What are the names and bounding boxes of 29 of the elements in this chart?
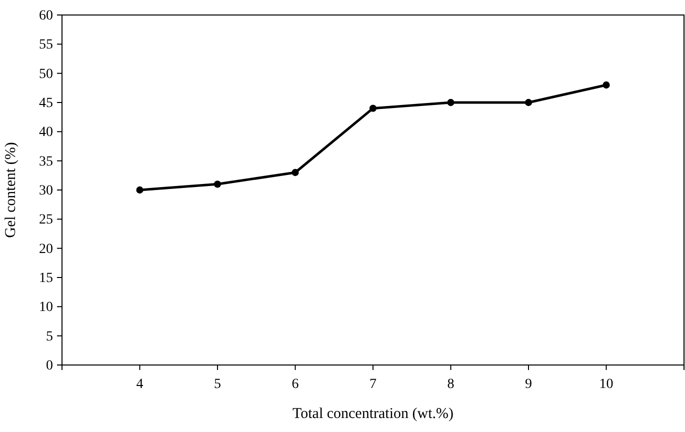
y-tick-label: 25	[39, 212, 53, 228]
x-tick-label: 8	[447, 376, 454, 392]
y-tick-label: 5	[46, 329, 53, 344]
point	[524, 98, 532, 106]
x-tick-label: 10	[599, 376, 614, 392]
y-tick-label: 40	[39, 125, 53, 140]
y-tick-label: 35	[39, 154, 53, 170]
y-tick-label: 30	[39, 183, 53, 198]
point	[292, 168, 299, 176]
point	[602, 81, 610, 89]
point	[136, 186, 144, 194]
y-tick-label: 20	[39, 242, 53, 257]
point	[447, 98, 454, 106]
x-tick-label: 7	[370, 376, 376, 392]
y-tick-label: 50	[39, 66, 53, 82]
x-tick-label: 4	[136, 376, 144, 392]
y-tick-label: 55	[39, 38, 53, 53]
y-tick-label: 10	[39, 300, 53, 316]
x-tick-label: 5	[214, 376, 221, 392]
y-tick-label: 0	[46, 358, 53, 374]
y-tick-label: 45	[39, 96, 53, 111]
x-tick-label: 9	[525, 376, 532, 392]
y-tick-label: 15	[39, 270, 53, 286]
point	[369, 104, 377, 112]
point	[214, 180, 222, 188]
y-axis-title: Gel content (%)	[3, 142, 19, 238]
x-axis-title: Total concentration (wt.%)	[292, 406, 454, 422]
x-tick-label: 6	[292, 376, 299, 392]
y-tick-label: 60	[39, 8, 53, 24]
